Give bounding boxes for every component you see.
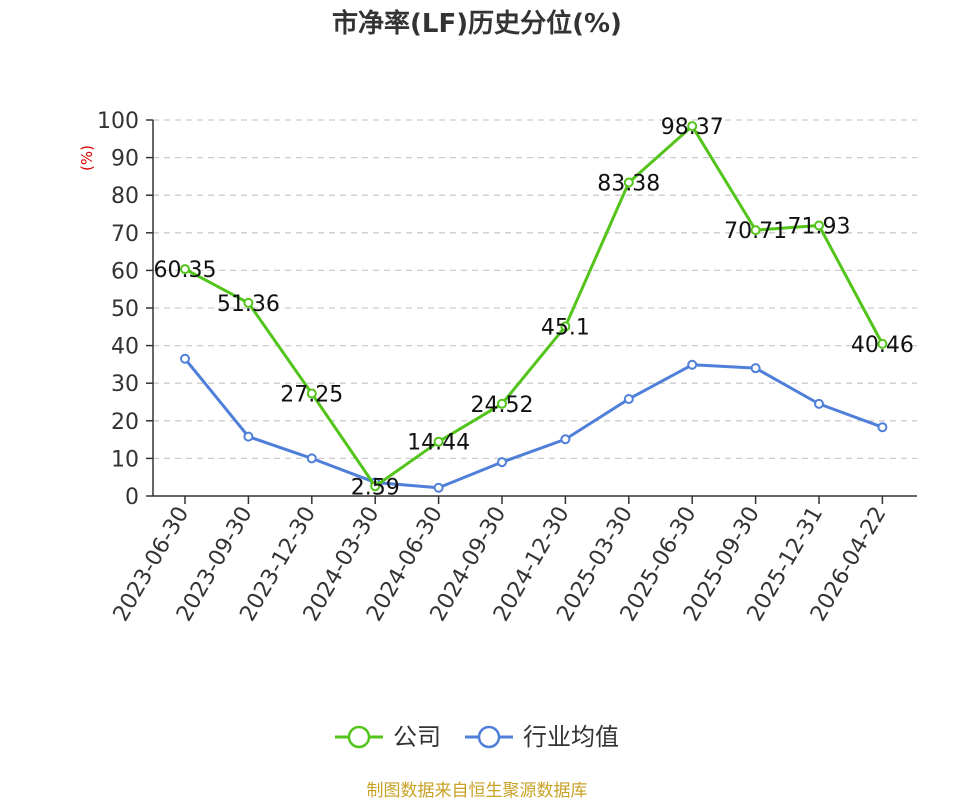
chart-title: 市净率(LF)历史分位(%) — [332, 8, 622, 39]
axes: 01020304050607080901002023-06-302023-09-… — [97, 109, 917, 626]
legend-label: 公司 — [393, 723, 441, 751]
series-0-point — [560, 321, 571, 332]
series-0-point — [623, 177, 634, 188]
series-line-1 — [183, 357, 883, 490]
y-tick-label: 60 — [111, 259, 139, 284]
series-1-point — [814, 398, 824, 409]
series-0-point — [814, 220, 824, 231]
series-1-point — [433, 482, 444, 493]
y-axis-unit: (%) — [78, 145, 96, 171]
data-label: 51.36 — [217, 292, 280, 317]
legend-item-0[interactable]: 公司 — [335, 723, 441, 751]
series-0-point — [497, 398, 507, 409]
data-label: 27.25 — [280, 383, 343, 408]
series-0-point — [370, 481, 381, 492]
series-1-point — [180, 353, 190, 364]
series — [180, 121, 888, 493]
data-label: 71.93 — [788, 215, 851, 240]
series-0-point — [243, 297, 254, 308]
y-tick-label: 10 — [111, 447, 139, 472]
y-tick-label: 30 — [111, 372, 139, 397]
series-1-point — [877, 422, 888, 433]
y-tick-label: 70 — [111, 222, 139, 247]
series-1-point — [497, 457, 507, 468]
series-1-point — [623, 393, 634, 404]
source-note: 制图数据来自恒生聚源数据库 — [367, 781, 588, 800]
data-label: 83.38 — [597, 171, 660, 196]
legend-item-1[interactable]: 行业均值 — [465, 723, 619, 751]
data-label: 98.37 — [661, 115, 724, 140]
series-1-point — [560, 434, 571, 445]
data-label: 40.46 — [851, 333, 914, 358]
legend-marker — [477, 725, 501, 749]
legend[interactable]: 公司 行业均值 — [335, 723, 619, 751]
legend-marker — [347, 725, 371, 749]
series-0-point — [180, 264, 190, 275]
y-tick-label: 100 — [97, 109, 139, 134]
series-0-point — [433, 436, 444, 447]
data-label: 24.52 — [471, 393, 534, 418]
series-0-point — [750, 225, 761, 236]
data-label: 70.71 — [724, 219, 787, 244]
y-tick-label: 50 — [111, 297, 139, 322]
series-1-point — [750, 363, 761, 374]
data-label: 45.1 — [541, 315, 590, 340]
data-label: 60.35 — [154, 258, 217, 283]
series-0-point — [306, 388, 317, 399]
data-label: 2.59 — [351, 475, 400, 500]
y-tick-label: 0 — [125, 485, 139, 510]
y-tick-label: 20 — [111, 410, 139, 435]
series-1-point — [306, 453, 317, 464]
series-1-point — [243, 431, 254, 442]
series-0-point — [687, 121, 698, 132]
y-tick-label: 80 — [111, 184, 139, 209]
series-0-point — [877, 338, 888, 349]
y-tick-label: 90 — [111, 147, 139, 172]
y-tick-label: 40 — [111, 335, 139, 360]
series-line-0 — [184, 124, 884, 488]
legend-label: 行业均值 — [523, 723, 619, 751]
grid — [153, 119, 917, 460]
data-label: 14.44 — [407, 431, 470, 456]
series-1-point — [687, 359, 698, 370]
